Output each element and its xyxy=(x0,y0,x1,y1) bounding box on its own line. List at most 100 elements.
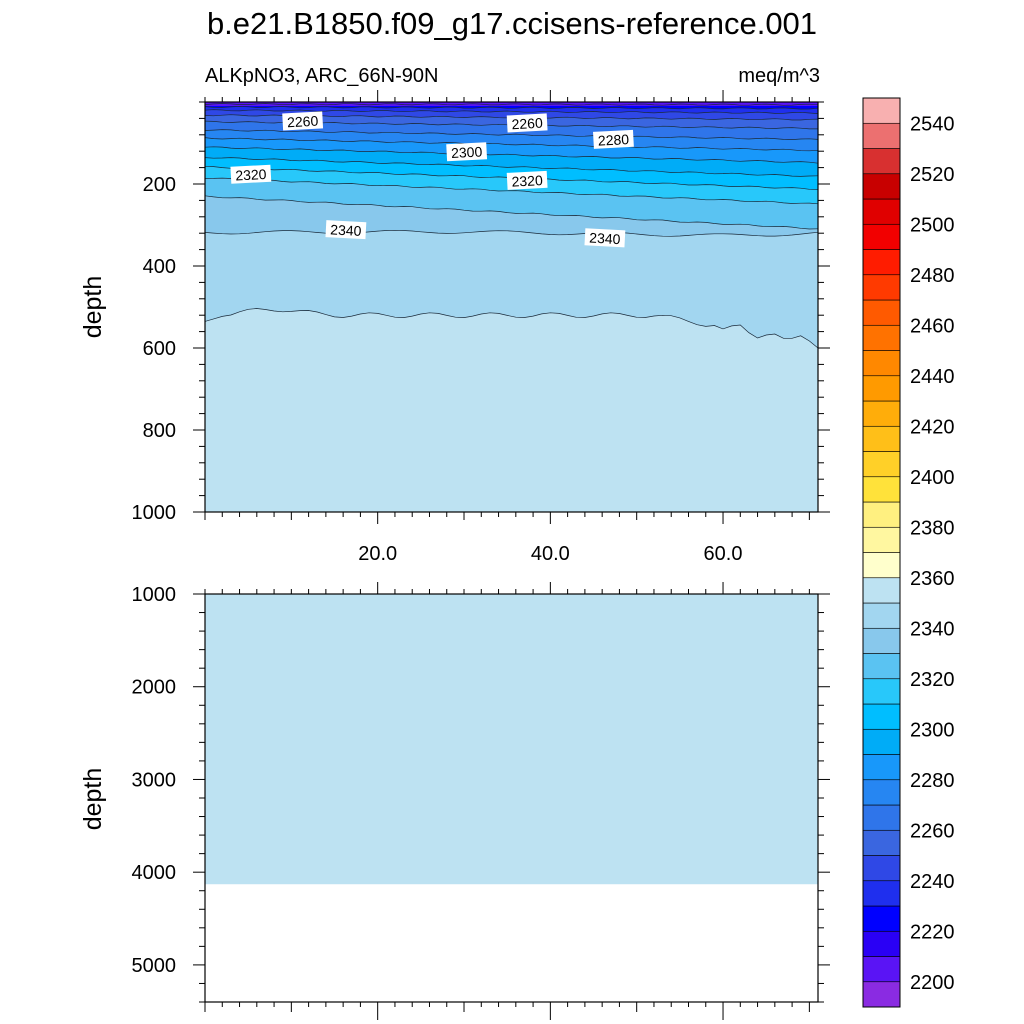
y-tick-label: 5000 xyxy=(132,955,177,977)
colorbar-label: 2340 xyxy=(910,618,955,640)
colorbar-swatch xyxy=(862,223,901,250)
contour-line xyxy=(204,146,819,164)
contour-label: 2260 xyxy=(506,113,548,133)
contour-label: 2340 xyxy=(325,220,367,240)
colorbar-swatch xyxy=(862,754,901,781)
colorbar-swatch xyxy=(862,829,901,856)
y-tick-label: 400 xyxy=(143,256,176,278)
colorbar-label: 2440 xyxy=(910,366,955,388)
contour-label-box xyxy=(325,220,367,240)
x-tick-label: 60.0 xyxy=(704,543,743,565)
contour-label-box xyxy=(593,129,634,149)
colorbar-swatch xyxy=(862,728,901,755)
colorbar-swatch xyxy=(862,880,901,907)
contour-line xyxy=(204,157,819,177)
x-tick-label: 20.0 xyxy=(358,543,397,565)
contour-line xyxy=(204,109,819,114)
colorbar-label: 2400 xyxy=(910,467,955,489)
colorbar-swatch xyxy=(862,148,901,175)
contour-label-box xyxy=(282,111,324,131)
chart-title: b.e21.B1850.f09_g17.ccisens-reference.00… xyxy=(207,6,817,41)
colorbar-swatch xyxy=(862,703,901,730)
y-tick-label: 600 xyxy=(143,338,176,360)
contour-label-box xyxy=(506,170,548,190)
upper-panel: 2260 2260 2280 2300 2320 2320 2340 2340 200 400 60… xyxy=(132,90,830,565)
colorbar-swatch xyxy=(862,324,901,351)
colorbar-swatch xyxy=(862,956,901,983)
colorbar-swatch xyxy=(862,905,901,932)
colorbar-swatch xyxy=(862,552,901,579)
x-tick-label: 40.0 xyxy=(531,543,570,565)
colorbar-swatch xyxy=(862,653,901,680)
contour-label: 2300 xyxy=(446,142,488,162)
contour-line xyxy=(204,195,819,230)
colorbar-label: 2380 xyxy=(910,517,955,539)
colorbar-swatch xyxy=(862,602,901,629)
colorbar-swatch xyxy=(862,198,901,225)
colorbar: 2200 2220 2240 2260 2280 2300 2320 2340 2360 2380… xyxy=(862,97,955,1008)
y-tick-label: 1000 xyxy=(132,584,177,606)
contour-label: 2340 xyxy=(584,228,626,248)
colorbar-swatch xyxy=(862,577,901,604)
contour-line xyxy=(204,129,819,140)
colorbar-swatch xyxy=(862,173,901,200)
colorbar-swatch xyxy=(862,451,901,478)
colorbar-swatch xyxy=(862,855,901,882)
colorbar-swatch xyxy=(862,249,901,276)
contour-label-box xyxy=(584,228,626,248)
colorbar-label: 2280 xyxy=(910,770,955,792)
colorbar-swatch xyxy=(862,678,901,705)
colorbar-label: 2500 xyxy=(910,214,955,236)
contour-label: 2320 xyxy=(506,170,548,190)
colorbar-swatch xyxy=(862,375,901,402)
colorbar-swatch xyxy=(862,804,901,831)
contour-line xyxy=(204,177,819,205)
colorbar-label: 2420 xyxy=(910,416,955,438)
y-tick-label: 3000 xyxy=(132,769,177,791)
colorbar-swatch xyxy=(862,930,901,957)
y-tick-label: 1000 xyxy=(132,502,177,524)
y-tick-label: 2000 xyxy=(132,677,177,699)
contour-label: 2320 xyxy=(230,164,272,184)
colorbar-swatch xyxy=(862,501,901,528)
contour-line xyxy=(204,106,819,110)
contour-label-text: 2300 xyxy=(451,143,483,161)
colorbar-label: 2220 xyxy=(910,921,955,943)
colorbar-swatch xyxy=(862,299,901,326)
colorbar-swatch xyxy=(862,400,901,427)
colorbar-swatch xyxy=(862,274,901,301)
contour-line xyxy=(204,229,819,237)
contour-label: 2260 xyxy=(282,111,324,131)
contour-line xyxy=(204,137,819,152)
colorbar-label: 2540 xyxy=(910,113,955,135)
contour-label-box xyxy=(230,164,272,184)
colorbar-swatch xyxy=(862,627,901,654)
colorbar-swatch xyxy=(862,97,901,124)
contour-line xyxy=(204,103,819,106)
colorbar-swatch xyxy=(862,350,901,377)
contour-label-text: 2260 xyxy=(287,113,319,131)
colorbar-swatch xyxy=(862,779,901,806)
colorbar-label: 2520 xyxy=(910,164,955,186)
upper-y-axis-title: depth xyxy=(79,276,107,339)
colorbar-frame xyxy=(862,97,901,1008)
colorbar-swatch xyxy=(862,122,901,149)
colorbar-label: 2300 xyxy=(910,719,955,741)
lower-panel: 1000 2000 3000 4000 5000 xyxy=(132,582,830,1020)
colorbar-label: 2320 xyxy=(910,669,955,691)
subtitle-left: ALKpNO3, ARC_66N-90N xyxy=(205,65,438,87)
colorbar-label: 2460 xyxy=(910,315,955,337)
colorbar-label: 2360 xyxy=(910,568,955,590)
colorbar-label: 2480 xyxy=(910,265,955,287)
contour-line xyxy=(204,308,819,349)
contour-label-text: 2340 xyxy=(589,230,621,248)
colorbar-label: 2260 xyxy=(910,820,955,842)
contour-label-text: 2280 xyxy=(597,131,629,149)
y-tick-label: 200 xyxy=(143,174,176,196)
contour-label-text: 2340 xyxy=(330,221,362,239)
lower-y-axis-title: depth xyxy=(79,768,107,831)
lower-fill xyxy=(205,594,818,885)
colorbar-swatch xyxy=(862,425,901,452)
colorbar-swatch xyxy=(862,981,901,1008)
